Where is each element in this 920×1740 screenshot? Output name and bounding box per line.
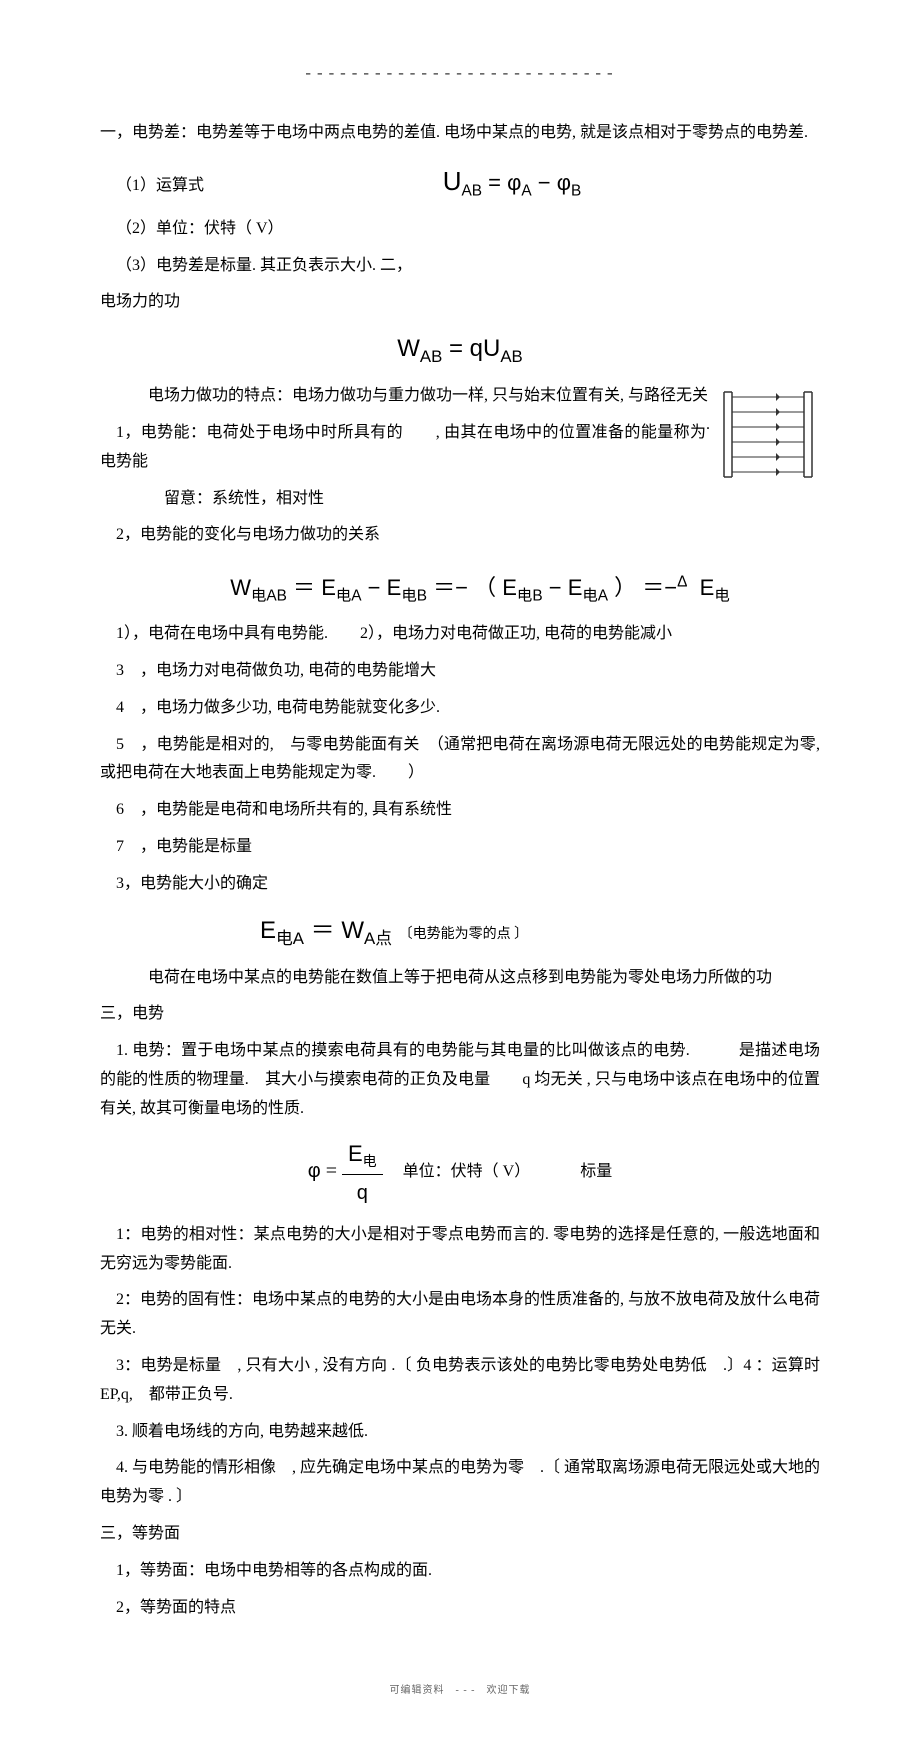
formula-energy: W电AB ＝ E电A − E电B ＝− （ E电B − E电A ） ＝−Δ E电 bbox=[100, 568, 820, 610]
section1-item3: （3）电势差是标量. 其正负表示大小. 二， bbox=[100, 252, 820, 281]
section3-sub4: 4. 与电势能的情形相像 , 应先确定电场中某点的电势为零 .〔 通常取离场源电… bbox=[100, 1454, 820, 1512]
section2-item3-desc: 电荷在电场中某点的电势能在数值上等于把电荷从这点移到电势能为零处电场力所做的功 bbox=[100, 964, 820, 993]
section3-sub3: 3：电势是标量 , 只有大小 , 没有方向 .〔 负电势表示该处的电势比零电势处… bbox=[100, 1352, 820, 1410]
section3-sub3b: 3. 顺着电场线的方向, 电势越来越低. bbox=[100, 1418, 820, 1447]
formula2: WAB = qUAB bbox=[100, 327, 820, 372]
section4-item1: 1，等势面：电场中电势相等的各点构成的面. bbox=[100, 1557, 820, 1586]
work-feature: 电场力做功的特点：电场力做功与重力做功一样, 只与始末位置有关, 与路径无关 . bbox=[100, 382, 710, 411]
section2-sub1: 1），电荷在电场中具有电势能. 2），电场力对电荷做正功, 电荷的电势能减小 bbox=[100, 620, 820, 649]
section4-item2: 2，等势面的特点 bbox=[100, 1594, 820, 1623]
phi-scalar: 标量 bbox=[580, 1158, 612, 1187]
section2-sub6: 6 ，电势能是电荷和电场所共有的, 具有系统性 bbox=[100, 796, 820, 825]
section3-sub2: 2：电势的固有性：电场中某点的电势的大小是由电场本身的性质准备的, 与放不放电荷… bbox=[100, 1286, 820, 1344]
formula1: UAB = φA − φB bbox=[204, 158, 820, 205]
section2-item2: 2，电势能的变化与电场力做功的关系 bbox=[100, 521, 710, 550]
formula1-row: （1）运算式 UAB = φA − φB bbox=[100, 158, 820, 205]
section1-item2: （2）单位：伏特（ V） bbox=[100, 215, 820, 244]
formula1-label: （1）运算式 bbox=[100, 172, 204, 201]
section2-sub3: 3 ，电场力对电荷做负功, 电荷的电势能增大 bbox=[100, 657, 820, 686]
phi-unit: 单位：伏特（ V） bbox=[403, 1158, 531, 1187]
section2-sub5: 5 ，电势能是相对的, 与零电势能面有关 （通常把电荷在离场源电荷无限远处的电势… bbox=[100, 731, 820, 789]
section3-sub1: 1：电势的相对性：某点电势的大小是相对于零点电势而言的. 零电势的选择是任意的,… bbox=[100, 1221, 820, 1279]
section3-item1: 1. 电势：置于电场中某点的摸索电荷具有的电势能与其电量的比叫做该点的电势. 是… bbox=[100, 1037, 820, 1123]
field-diagram bbox=[720, 382, 820, 558]
section2-sub4: 4 ，电场力做多少功, 电荷电势能就变化多少. bbox=[100, 694, 820, 723]
page-footer: 可编辑资料 - - - 欢迎下载 bbox=[100, 1682, 820, 1700]
section2-sub7: 7 ，电势能是标量 bbox=[100, 833, 820, 862]
phi-formula: φ = E电 q 单位：伏特（ V） 标量 bbox=[100, 1134, 820, 1211]
header-dashes: --------------------------- bbox=[100, 60, 820, 89]
section2-item1: 1，电势能：电荷处于电场中时所具有的 , 由其在电场中的位置准备的能量称为电势能 bbox=[100, 419, 710, 477]
section4-title: 三，等势面 bbox=[100, 1520, 820, 1549]
formula3: E电A ＝ WA点 〔电势能为零的点 〕 bbox=[100, 909, 820, 954]
section2-item3: 3，电势能大小的确定 bbox=[100, 870, 820, 899]
section1-title: 一，电势差：电势差等于电场中两点电势的差值. 电场中某点的电势, 就是该点相对于… bbox=[100, 119, 820, 148]
section2-item1-note: 留意：系统性，相对性 bbox=[100, 485, 710, 514]
section1-item3b: 电场力的功 bbox=[100, 288, 820, 317]
section3-title: 三，电势 bbox=[100, 1000, 820, 1029]
work-section: 电场力做功的特点：电场力做功与重力做功一样, 只与始末位置有关, 与路径无关 .… bbox=[100, 382, 820, 558]
